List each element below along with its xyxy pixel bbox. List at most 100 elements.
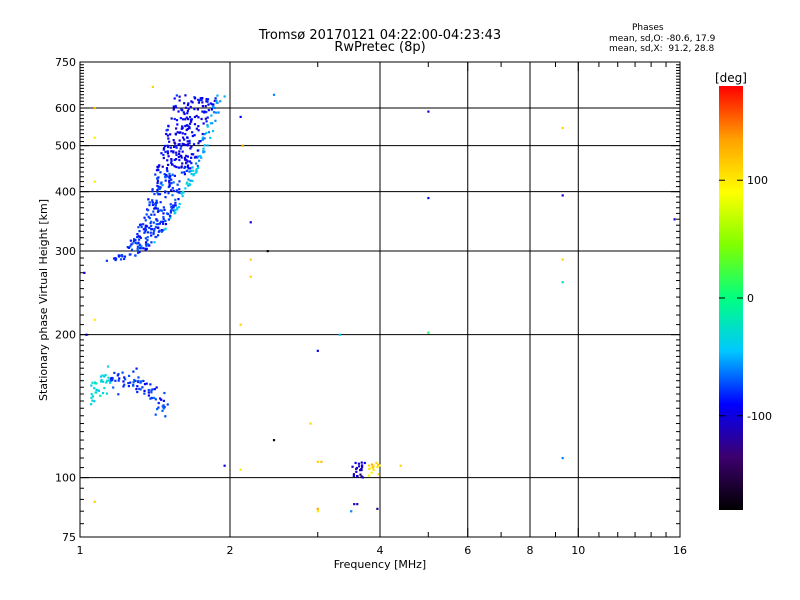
data-point — [368, 467, 371, 471]
data-point — [201, 101, 204, 104]
data-point — [195, 168, 198, 171]
data-point — [193, 96, 196, 99]
data-point — [117, 254, 120, 257]
data-point — [212, 105, 215, 108]
data-point — [219, 100, 222, 103]
data-point — [192, 174, 195, 177]
colorbar-tick-label: -100 — [747, 410, 772, 423]
data-point — [156, 207, 160, 210]
data-point — [561, 281, 564, 284]
chart-title: Tromsø 20170121 04:22:00-04:23:43 — [258, 28, 502, 43]
data-point — [157, 193, 160, 196]
data-point — [177, 198, 180, 201]
data-point — [182, 143, 186, 146]
data-point — [153, 396, 156, 400]
data-point — [132, 381, 135, 384]
data-point — [137, 379, 140, 383]
data-point — [205, 98, 208, 101]
data-point — [181, 162, 184, 165]
data-point — [164, 179, 167, 182]
data-point — [144, 241, 148, 244]
data-point — [172, 206, 175, 209]
data-point — [193, 97, 197, 100]
x-tick-label: 6 — [464, 544, 471, 557]
data-point — [427, 331, 430, 334]
data-point — [202, 147, 205, 150]
data-point — [130, 248, 134, 251]
data-point — [156, 408, 159, 411]
data-point — [155, 386, 158, 389]
data-point — [215, 101, 218, 104]
data-point — [193, 134, 196, 137]
data-point — [148, 217, 151, 220]
data-point — [155, 235, 158, 239]
data-point — [120, 254, 123, 257]
data-point — [150, 241, 153, 244]
data-point — [206, 98, 210, 101]
data-point — [192, 153, 195, 156]
data-point — [195, 156, 199, 159]
data-point — [186, 103, 190, 107]
data-point — [166, 144, 169, 147]
data-point — [173, 204, 176, 207]
data-point — [355, 470, 358, 473]
data-point — [105, 381, 108, 384]
data-point — [179, 147, 182, 150]
data-point — [165, 132, 168, 136]
data-point — [203, 144, 206, 147]
data-point — [206, 124, 209, 127]
data-point — [102, 380, 105, 383]
data-point — [212, 103, 215, 106]
data-point — [205, 131, 208, 135]
data-point — [100, 378, 103, 382]
data-point — [162, 215, 165, 219]
data-point — [184, 132, 187, 136]
data-point — [144, 226, 147, 229]
data-point — [153, 388, 156, 391]
data-point — [360, 464, 364, 467]
data-point — [354, 461, 357, 465]
data-point — [145, 244, 148, 247]
data-point — [123, 376, 126, 379]
data-point — [106, 379, 109, 382]
data-point — [158, 229, 161, 232]
data-point — [91, 399, 94, 402]
data-point — [184, 143, 187, 147]
data-point — [155, 223, 158, 226]
data-point — [190, 120, 193, 123]
data-point — [150, 224, 153, 228]
data-point — [183, 173, 187, 176]
data-point — [185, 182, 188, 185]
data-point — [186, 136, 189, 139]
data-point — [199, 97, 202, 100]
data-point — [167, 155, 170, 158]
data-point — [372, 466, 375, 469]
data-point — [148, 226, 151, 229]
data-point — [187, 107, 190, 110]
data-point — [117, 373, 120, 376]
data-point — [159, 186, 162, 189]
x-tick-label: 16 — [673, 544, 687, 557]
data-point — [204, 105, 207, 108]
data-point — [83, 271, 86, 274]
data-point — [372, 464, 375, 467]
data-point — [187, 167, 190, 170]
data-point — [179, 117, 183, 120]
data-point — [112, 386, 115, 389]
data-point — [215, 99, 218, 102]
data-point — [178, 99, 181, 102]
data-point — [191, 101, 194, 104]
data-point — [162, 147, 166, 150]
data-point — [193, 123, 197, 126]
data-point — [168, 181, 171, 184]
data-point — [105, 392, 109, 395]
data-point — [186, 140, 189, 143]
data-point — [157, 401, 160, 405]
data-point — [185, 169, 188, 172]
data-point — [188, 170, 191, 173]
data-point — [145, 382, 148, 385]
data-point — [163, 144, 167, 148]
data-point — [95, 388, 98, 391]
data-point — [157, 168, 160, 172]
data-point — [189, 179, 192, 182]
